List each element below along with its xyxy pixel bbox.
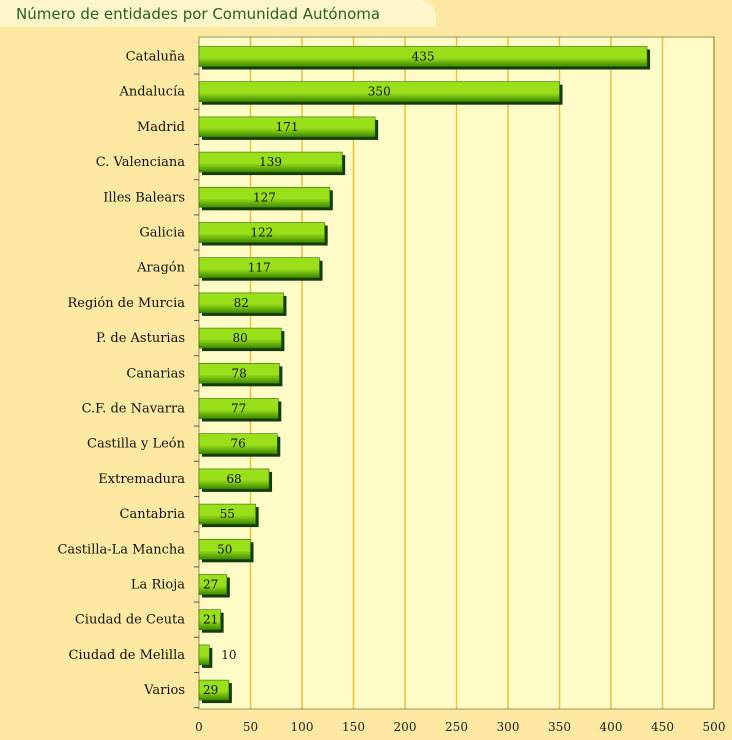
category-label: Ciudad de Melilla: [68, 648, 185, 663]
x-tick-label: 350: [548, 720, 571, 734]
category-label: La Rioja: [131, 578, 185, 593]
bar: [198, 46, 648, 67]
bar: [198, 187, 331, 208]
bar-value-label: 55: [220, 507, 235, 521]
bar-value-label: 68: [226, 472, 241, 486]
category-label: Región de Murcia: [67, 296, 185, 311]
bar: [198, 538, 251, 560]
x-tick-label: 200: [394, 720, 417, 734]
bar-value-label: 435: [412, 50, 435, 64]
bar: [198, 222, 325, 243]
category-label: Varios: [143, 683, 185, 698]
x-tick-label: 450: [651, 720, 674, 734]
bar: [198, 257, 320, 279]
bar-value-label: 21: [203, 613, 218, 627]
x-tick-label: 100: [291, 720, 314, 734]
category-label: Cantabria: [120, 507, 186, 522]
category-label: Madrid: [137, 120, 185, 135]
x-tick-label: 250: [445, 720, 468, 734]
bar: [198, 679, 230, 701]
category-label: Galicia: [139, 226, 185, 241]
bar: [198, 292, 284, 314]
category-label: Canarias: [126, 366, 185, 381]
bar: [198, 398, 279, 419]
category-label: Castilla y León: [87, 437, 186, 452]
bar: [198, 574, 228, 595]
category-label: C.F. de Navarra: [82, 402, 186, 417]
bar: [198, 81, 560, 102]
bar-value-label: 76: [230, 437, 245, 451]
category-label: Illes Balears: [103, 190, 185, 205]
title-tab: Número de entidades por Comunidad Autóno…: [0, 0, 436, 27]
bar-value-label: 50: [217, 542, 232, 556]
bar-value-label: 117: [248, 261, 271, 275]
bar-value-label: 80: [233, 331, 248, 345]
bar-value-label: 122: [250, 226, 273, 240]
bar-value-label: 27: [203, 578, 218, 592]
x-tick-label: 300: [497, 720, 520, 734]
bar: [198, 151, 343, 173]
bar: [198, 433, 278, 455]
bar-value-label: 29: [203, 683, 218, 697]
category-label: Castilla-La Mancha: [57, 542, 185, 557]
bar: [198, 362, 280, 384]
bar-value-label: 350: [368, 85, 391, 99]
category-label: P. de Asturias: [96, 331, 185, 346]
bar-value-label: 171: [276, 120, 299, 134]
bar-value-label: 77: [231, 402, 246, 416]
bar: [198, 116, 376, 138]
bar: [198, 503, 256, 525]
x-tick-label: 0: [195, 720, 203, 734]
bar: [198, 609, 221, 631]
x-tick-label: 50: [243, 720, 258, 734]
bar-value-label: 139: [259, 155, 282, 169]
category-label: Cataluña: [126, 50, 186, 65]
bar-value-label: 127: [253, 190, 276, 204]
category-label: Extremadura: [98, 472, 185, 487]
category-label: Aragón: [136, 261, 186, 276]
bar-value-label: 78: [232, 366, 247, 380]
bar: [198, 468, 270, 490]
category-label: Ciudad de Ceuta: [75, 613, 185, 628]
chart-title: Número de entidades por Comunidad Autóno…: [16, 5, 381, 23]
category-label: C. Valenciana: [96, 155, 185, 170]
x-tick-label: 500: [703, 720, 726, 734]
category-label: Andalucía: [118, 85, 185, 100]
bar: [198, 644, 210, 666]
bar: [198, 327, 282, 349]
bar-value-label: 10: [221, 648, 236, 662]
x-tick-label: 150: [342, 720, 365, 734]
x-tick-label: 400: [600, 720, 623, 734]
bar-value-label: 82: [234, 296, 249, 310]
